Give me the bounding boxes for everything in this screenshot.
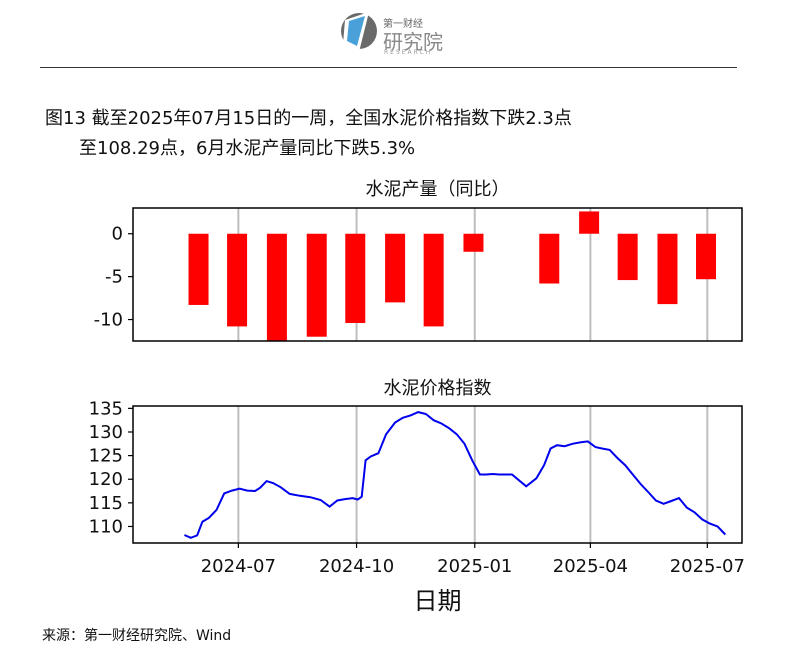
line-y-tick-label: 110 (89, 516, 123, 537)
source-note: 来源：第一财经研究院、Wind (42, 628, 232, 644)
line-x-axis-label: 日期 (414, 587, 462, 615)
bar-2025-03 (579, 211, 600, 234)
caption-line-2: 至108.29点，6月水泥产量同比下跌5.3% (79, 138, 416, 159)
bar-chart-frame (132, 207, 743, 342)
cement-price-index-line (183, 411, 727, 539)
logo-emblem-icon (341, 12, 377, 52)
bar-2024-06 (227, 233, 248, 327)
bar-2024-05 (188, 233, 209, 305)
bar-chart-title: 水泥产量（同比） (366, 179, 510, 200)
bar-2025-02 (539, 233, 560, 284)
line-x-tick-label: 2024-10 (319, 556, 394, 577)
bar-y-tick-label: -5 (105, 267, 123, 288)
bar-y-tick-label: -10 (94, 310, 123, 331)
logo-sub-text: RESEARCH (384, 49, 433, 56)
line-x-tick-label: 2024-07 (201, 556, 276, 577)
line-chart-title: 水泥价格指数 (384, 378, 492, 399)
research-logo: 第一财经 研究院 RESEARCH (339, 8, 449, 58)
bar-2024-08 (306, 233, 327, 337)
bar-2024-10 (385, 233, 406, 303)
line-y-tick-label: 115 (89, 493, 123, 514)
logo-main-text: 研究院 (383, 30, 443, 54)
bar-2025-04 (617, 233, 638, 281)
figure-caption: 图13 截至2025年07月15日的一周，全国水泥价格指数下跌2.3点 至108… (45, 104, 765, 164)
line-y-tick-label: 135 (89, 398, 123, 419)
bar-2024-09 (345, 233, 366, 323)
bar-2024-11 (423, 233, 444, 327)
line-y-tick-label: 125 (89, 446, 123, 467)
line-x-tick-label: 2025-07 (670, 556, 745, 577)
line-x-tick-label: 2025-01 (437, 556, 512, 577)
line-y-tick-label: 130 (89, 422, 123, 443)
bar-2024-12 (463, 233, 484, 252)
line-y-tick-label: 120 (89, 469, 123, 490)
bar-2025-06 (696, 233, 717, 280)
header-divider (40, 67, 737, 68)
bar-2024-07 (266, 233, 287, 341)
line-x-tick-label: 2025-04 (553, 556, 628, 577)
line-chart-frame (132, 405, 743, 544)
bar-y-tick-label: 0 (112, 224, 123, 245)
bar-2025-05 (657, 233, 678, 305)
logo-small-text: 第一财经 (383, 19, 423, 30)
caption-line-1: 图13 截至2025年07月15日的一周，全国水泥价格指数下跌2.3点 (45, 108, 572, 129)
